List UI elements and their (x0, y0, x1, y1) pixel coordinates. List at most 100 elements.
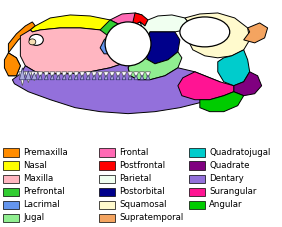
Polygon shape (200, 92, 244, 112)
Polygon shape (19, 68, 25, 80)
Polygon shape (44, 72, 49, 79)
Polygon shape (86, 72, 91, 79)
Polygon shape (92, 75, 96, 80)
Polygon shape (62, 72, 67, 79)
Polygon shape (12, 56, 224, 114)
Polygon shape (103, 72, 109, 79)
Polygon shape (56, 72, 61, 79)
Text: Premaxilla: Premaxilla (23, 148, 68, 157)
Polygon shape (116, 75, 120, 80)
Text: Angular: Angular (209, 200, 243, 209)
Text: Quadratojugal: Quadratojugal (209, 148, 271, 157)
Polygon shape (134, 75, 138, 80)
Ellipse shape (29, 35, 43, 45)
Polygon shape (100, 20, 122, 36)
Polygon shape (140, 15, 190, 48)
Polygon shape (25, 71, 31, 80)
Polygon shape (140, 72, 144, 79)
FancyBboxPatch shape (3, 175, 19, 183)
Text: Jugal: Jugal (23, 213, 44, 222)
FancyBboxPatch shape (189, 175, 205, 183)
Polygon shape (98, 75, 102, 80)
FancyBboxPatch shape (99, 201, 115, 209)
Polygon shape (19, 72, 26, 86)
Polygon shape (146, 72, 151, 79)
Text: Squamosal: Squamosal (119, 200, 166, 209)
Polygon shape (144, 32, 180, 64)
Polygon shape (234, 72, 262, 96)
Polygon shape (110, 72, 114, 79)
Text: Nasal: Nasal (23, 161, 47, 170)
Polygon shape (56, 75, 60, 80)
Polygon shape (128, 52, 182, 80)
Polygon shape (80, 75, 84, 80)
FancyBboxPatch shape (3, 148, 19, 157)
Polygon shape (140, 75, 144, 80)
Polygon shape (122, 72, 127, 79)
Polygon shape (20, 26, 150, 74)
FancyBboxPatch shape (189, 201, 205, 209)
Polygon shape (50, 75, 54, 80)
Polygon shape (244, 23, 268, 43)
Polygon shape (110, 13, 142, 26)
Text: Frontal: Frontal (119, 148, 148, 157)
Ellipse shape (29, 39, 36, 45)
Polygon shape (5, 53, 20, 76)
Polygon shape (50, 72, 55, 79)
Text: Postorbital: Postorbital (119, 187, 165, 196)
Polygon shape (38, 75, 42, 80)
Polygon shape (30, 15, 122, 32)
Text: Dentary: Dentary (209, 174, 244, 183)
Text: Quadrate: Quadrate (209, 161, 250, 170)
Text: Maxilla: Maxilla (23, 174, 53, 183)
Polygon shape (92, 72, 97, 79)
Polygon shape (100, 32, 122, 54)
FancyBboxPatch shape (3, 214, 19, 222)
FancyBboxPatch shape (3, 201, 19, 209)
Polygon shape (68, 72, 73, 79)
Polygon shape (116, 72, 121, 79)
Polygon shape (122, 75, 126, 80)
Polygon shape (31, 72, 38, 81)
Polygon shape (127, 72, 133, 79)
Polygon shape (74, 72, 79, 79)
Polygon shape (104, 75, 108, 80)
Ellipse shape (180, 17, 230, 47)
FancyBboxPatch shape (189, 188, 205, 196)
Polygon shape (98, 72, 103, 79)
Polygon shape (25, 72, 32, 83)
Polygon shape (38, 72, 43, 79)
FancyBboxPatch shape (189, 148, 205, 157)
Polygon shape (132, 13, 148, 26)
Polygon shape (178, 72, 234, 100)
Text: Prefrontal: Prefrontal (23, 187, 65, 196)
Polygon shape (8, 22, 35, 53)
FancyBboxPatch shape (3, 161, 19, 170)
FancyBboxPatch shape (3, 188, 19, 196)
Text: Supratemporal: Supratemporal (119, 213, 183, 222)
FancyBboxPatch shape (99, 161, 115, 170)
Polygon shape (44, 75, 48, 80)
Polygon shape (218, 50, 250, 86)
Polygon shape (110, 75, 114, 80)
Polygon shape (68, 75, 72, 80)
Polygon shape (146, 75, 150, 80)
FancyBboxPatch shape (99, 188, 115, 196)
Text: Postfrontal: Postfrontal (119, 161, 165, 170)
FancyBboxPatch shape (99, 175, 115, 183)
FancyBboxPatch shape (99, 214, 115, 222)
Text: Surangular: Surangular (209, 187, 257, 196)
Polygon shape (31, 73, 37, 80)
Polygon shape (128, 75, 132, 80)
Polygon shape (133, 72, 138, 79)
Polygon shape (62, 75, 66, 80)
Polygon shape (185, 13, 250, 58)
Ellipse shape (105, 22, 151, 66)
Polygon shape (80, 72, 85, 79)
Polygon shape (74, 75, 78, 80)
Text: Parietal: Parietal (119, 174, 151, 183)
FancyBboxPatch shape (99, 148, 115, 157)
Polygon shape (86, 75, 90, 80)
Text: Lacrimal: Lacrimal (23, 200, 60, 209)
Polygon shape (8, 53, 20, 76)
